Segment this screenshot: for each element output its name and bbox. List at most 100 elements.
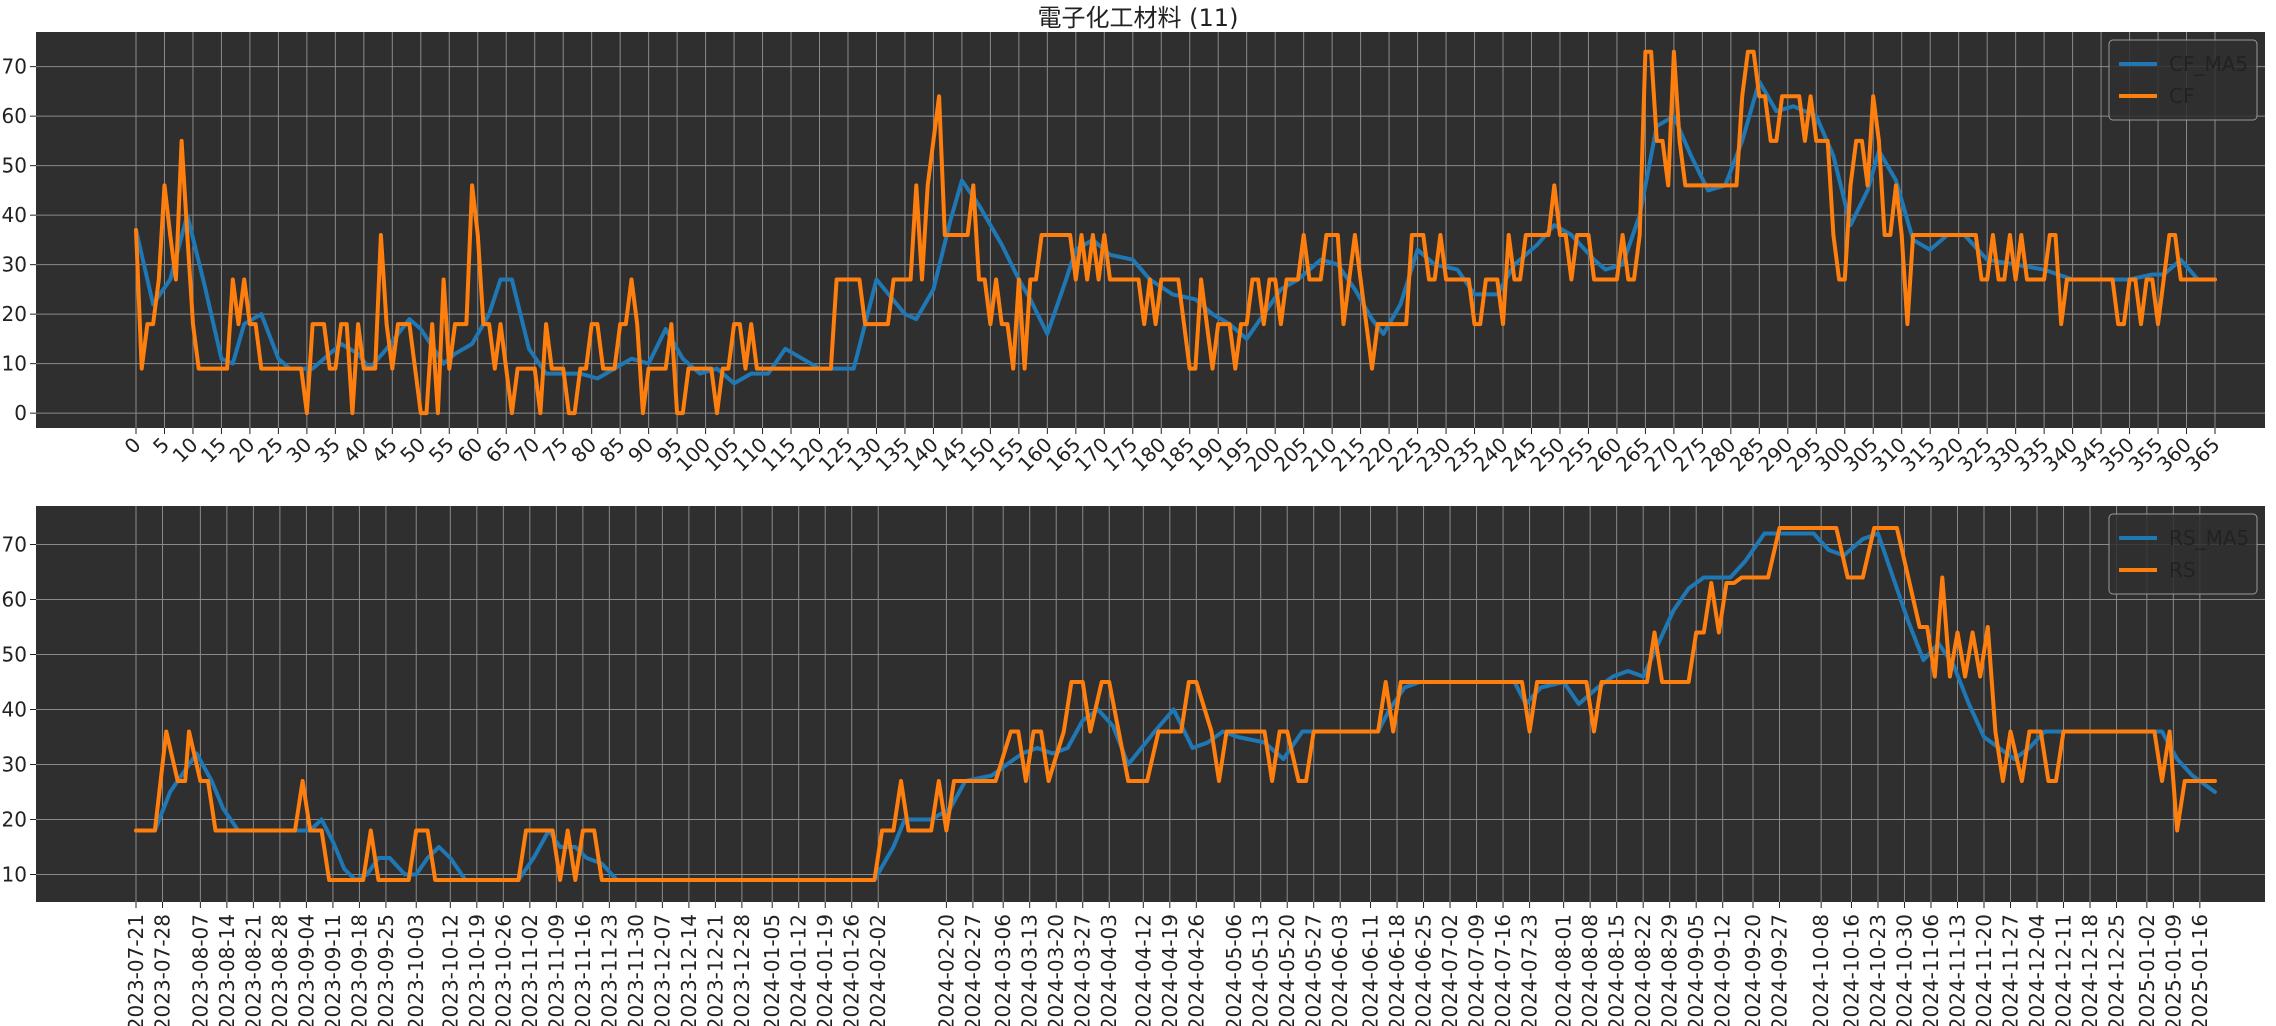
x-tick-label: 2024-08-01 [1552, 914, 1576, 1026]
x-tick-label: 2024-03-27 [1071, 914, 1095, 1026]
x-tick-label: 2024-03-20 [1044, 914, 1068, 1026]
x-tick-label: 2024-01-26 [840, 914, 864, 1026]
y-tick-label: 30 [2, 753, 27, 777]
x-tick-label: 2025-01-09 [2161, 914, 2185, 1026]
x-tick-label: 2024-06-18 [1385, 914, 1409, 1026]
x-tick-label: 2024-11-13 [1945, 914, 1969, 1026]
x-tick-label: 2023-12-21 [703, 914, 727, 1026]
x-tick-label: 2023-09-04 [294, 914, 318, 1026]
x-tick-label: 2024-05-06 [1222, 914, 1246, 1026]
series-line-cf [134, 49, 2217, 416]
x-tick-label: 2023-07-21 [124, 914, 148, 1026]
x-tick-label: 2024-04-19 [1158, 914, 1182, 1026]
y-tick-label: 0 [14, 401, 27, 425]
x-tick-label: 2024-01-12 [787, 914, 811, 1026]
x-tick-label: 2024-02-02 [866, 914, 890, 1026]
x-tick-label: 2023-11-09 [544, 914, 568, 1026]
x-tick-label: 2023-09-18 [347, 914, 371, 1026]
y-tick-label: 70 [2, 533, 27, 557]
x-tick-label: 2023-09-11 [321, 914, 345, 1026]
legend: CF_MA5 CF [2108, 39, 2258, 121]
x-tick-label: 2024-10-30 [1892, 914, 1916, 1026]
x-tick-label: 2024-11-20 [1972, 914, 1996, 1026]
y-tick-label: 30 [2, 253, 27, 277]
plot-area [36, 32, 2265, 428]
series-line-rs [134, 526, 2217, 882]
y-tick-label: 60 [2, 588, 27, 612]
legend-label: CF_MA5 [2169, 52, 2248, 76]
x-tick-label: 2023-08-28 [268, 914, 292, 1026]
x-tick-label: 2024-07-09 [1465, 914, 1489, 1026]
x-tick-label: 2024-08-08 [1578, 914, 1602, 1026]
x-tick-label: 2024-12-18 [2078, 914, 2102, 1026]
x-tick-label: 2024-12-11 [2052, 914, 2076, 1026]
x-tick-label: 2024-05-13 [1249, 914, 1273, 1026]
x-tick-label: 365 [2181, 433, 2225, 477]
x-tick-label: 2025-01-16 [2188, 914, 2212, 1026]
legend-label: RS_MA5 [2169, 526, 2249, 550]
legend-label: RS [2169, 558, 2196, 582]
y-tick-label: 40 [2, 698, 27, 722]
x-tick-label: 5 [148, 433, 174, 459]
x-tick-label: 2023-11-02 [518, 914, 542, 1026]
x-tick-label: 2024-11-06 [1919, 914, 1943, 1026]
x-tick-label: 2024-02-20 [934, 914, 958, 1026]
x-tick-label: 2024-01-05 [760, 914, 784, 1026]
y-tick-label: 50 [2, 154, 27, 178]
legend-box [2108, 39, 2258, 121]
x-tick-label: 2024-02-27 [961, 914, 985, 1026]
chart-title: 電子化工材料 (11) [1038, 4, 1239, 32]
x-tick-label: 0 [120, 433, 146, 459]
y-tick-label: 20 [2, 302, 27, 326]
y-tick-label: 10 [2, 863, 27, 887]
y-tick-label: 50 [2, 643, 27, 667]
x-tick-label: 2024-04-03 [1097, 914, 1121, 1026]
x-tick-label: 2023-12-14 [677, 914, 701, 1026]
x-tick-label: 2024-11-27 [1999, 914, 2023, 1026]
x-tick-label: 2024-09-12 [1711, 914, 1735, 1026]
x-tick-label: 2024-07-02 [1438, 914, 1462, 1026]
legend-label: CF [2169, 84, 2194, 108]
x-tick-label: 2023-10-19 [465, 914, 489, 1026]
bottom-chart-panel: 2023-07-21 2023-07-28 2023-08-07 2023-08-14… [2, 506, 2265, 1026]
x-tick-label: 2023-11-30 [624, 914, 648, 1026]
x-tick-label: 2024-04-12 [1131, 914, 1155, 1026]
x-tick-label: 2023-10-26 [491, 914, 515, 1026]
x-tick-label: 2023-11-16 [571, 914, 595, 1026]
x-tick-label: 2024-10-23 [1866, 914, 1890, 1026]
x-tick-label: 2024-08-22 [1631, 914, 1655, 1026]
x-tick-label: 2023-12-28 [730, 914, 754, 1026]
x-tick-label: 2024-10-08 [1809, 914, 1833, 1026]
x-tick-label: 2023-07-28 [151, 914, 175, 1026]
x-tick-label: 2023-08-07 [188, 914, 212, 1026]
top-chart-panel: 0 510152025303540455055606570758085909510… [2, 32, 2265, 477]
plot-area [36, 506, 2265, 902]
x-tick-label: 2024-07-16 [1491, 914, 1515, 1026]
legend-box [2108, 513, 2258, 595]
x-tick-label: 2024-09-05 [1684, 914, 1708, 1026]
y-tick-label: 20 [2, 808, 27, 832]
x-tick-label: 2023-08-14 [215, 914, 239, 1026]
x-tick-label: 2023-11-23 [597, 914, 621, 1026]
x-tick-label: 2024-12-04 [2025, 914, 2049, 1026]
x-tick-label: 2024-06-25 [1412, 914, 1436, 1026]
x-tick-label: 2023-10-12 [438, 914, 462, 1026]
x-tick-label: 2024-08-29 [1658, 914, 1682, 1026]
x-tick-label: 2024-03-13 [1018, 914, 1042, 1026]
y-tick-label: 60 [2, 104, 27, 128]
x-tick-label: 2023-08-21 [241, 914, 265, 1026]
x-tick-label: 2024-12-25 [2105, 914, 2129, 1026]
y-tick-label: 70 [2, 55, 27, 79]
x-tick-label: 2024-05-27 [1302, 914, 1326, 1026]
x-tick-label: 2024-05-20 [1275, 914, 1299, 1026]
x-tick-label: 2024-01-19 [813, 914, 837, 1026]
legend: RS_MA5 RS [2108, 513, 2258, 595]
y-tick-label: 10 [2, 352, 27, 376]
x-tick-label: 2023-10-03 [404, 914, 428, 1026]
y-tick-label: 40 [2, 203, 27, 227]
x-tick-label: 2023-09-25 [374, 914, 398, 1026]
x-tick-label: 2024-04-26 [1184, 914, 1208, 1026]
x-tick-label: 2025-01-02 [2135, 914, 2159, 1026]
x-tick-label: 2024-09-27 [1768, 914, 1792, 1026]
